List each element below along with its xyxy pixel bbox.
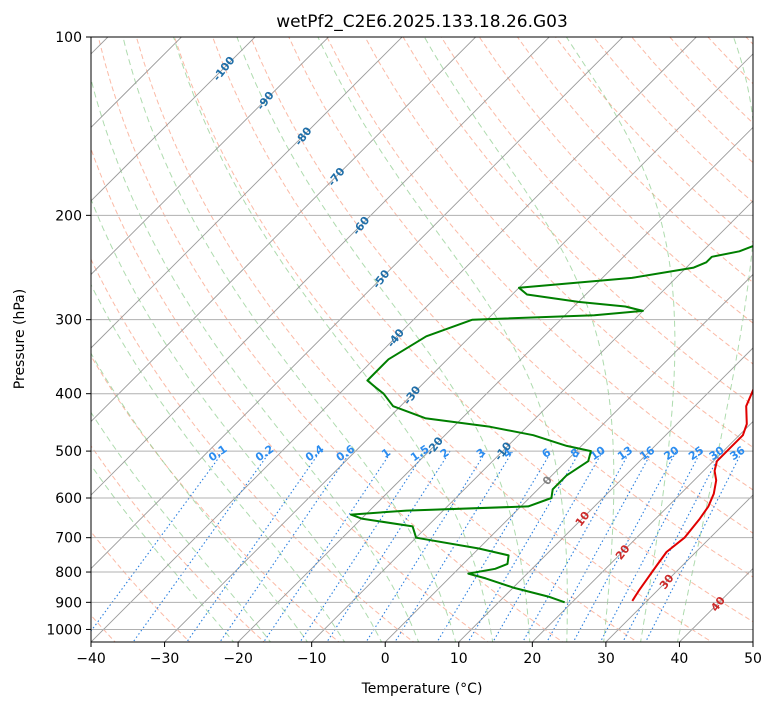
moist-adiabat [173, 37, 494, 642]
y-tick-label: 500 [55, 444, 82, 460]
isotherm [91, 37, 477, 423]
mixing-ratio-line [132, 450, 271, 642]
isotherm [605, 494, 753, 642]
mixing-ratio-label: 13 [615, 444, 635, 463]
isotherm [91, 37, 624, 570]
dry-adiabat [91, 258, 415, 642]
x-tick-label: 20 [523, 651, 541, 667]
y-tick-label: 300 [55, 313, 82, 329]
mixing-ratio-line [546, 450, 653, 642]
dry-adiabat [364, 37, 753, 448]
mixing-ratio-line [622, 450, 722, 642]
x-tick-label: −30 [150, 651, 180, 667]
moist-adiabat [91, 352, 309, 642]
y-tick-label: 1000 [46, 622, 82, 638]
isotherm [0, 10, 61, 654]
mixing-ratio-line [326, 450, 451, 642]
dry-adiabat [516, 37, 753, 284]
moist-adiabat [236, 37, 531, 642]
y-axis: 100 200 300 400 500 600 700 800 900 1000 [46, 30, 91, 638]
dry-adiabat [402, 37, 753, 406]
mixing-ratio-line [644, 450, 743, 642]
moist-adiabat [91, 464, 235, 642]
moist-adiabat [91, 411, 272, 642]
isotherm [91, 37, 550, 496]
isotherm [311, 200, 753, 642]
mixing-ratio-line [263, 450, 393, 642]
pressure-gridlines [91, 37, 753, 630]
x-tick-label: −40 [76, 651, 106, 667]
isotherm [531, 420, 753, 642]
mixing-ratio-line [492, 450, 604, 642]
isotherm [91, 37, 697, 642]
dry-adiabat [707, 37, 753, 85]
y-tick-label: 200 [55, 208, 82, 224]
dry-adiabat [91, 355, 340, 642]
temperature-profile [631, 387, 753, 602]
x-tick-label: 30 [597, 651, 615, 667]
dry-adiabat [288, 37, 753, 534]
isotherm [458, 347, 753, 642]
mixing-ratio-label: 1 [379, 446, 393, 461]
moist-adiabat [91, 283, 346, 642]
x-tick-label: 50 [744, 651, 762, 667]
isotherm [91, 37, 256, 202]
mixing-ratio-line [572, 450, 677, 642]
moist-adiabat [91, 77, 420, 642]
mixing-ratio-label: 0.6 [334, 442, 358, 464]
chart-title: wetPf2_C2E6.2025.133.18.26.G03 [276, 12, 568, 32]
reference-lines [0, 10, 753, 654]
y-tick-label: 900 [55, 595, 82, 611]
mixing-ratio-line [219, 450, 352, 642]
x-tick-label: 10 [450, 651, 468, 667]
mixing-ratio-label: 6 [540, 446, 554, 461]
plot-frame [90, 36, 754, 643]
dewpoint-profile [349, 245, 753, 604]
dry-adiabat [326, 37, 753, 491]
dry-adiabat [97, 37, 564, 642]
mixing-ratio-line [436, 450, 553, 642]
mixing-ratio-line [467, 450, 581, 642]
dry-adiabat [745, 37, 753, 45]
x-axis: −40 −30 −20 −10 0 10 20 30 40 50 [76, 642, 762, 667]
x-axis-label: Temperature (°C) [361, 681, 483, 697]
y-tick-label: 700 [55, 531, 82, 547]
mixing-ratio-label: 0.1 [206, 442, 229, 464]
isotherm [237, 126, 753, 642]
mixing-ratio-line [299, 450, 426, 642]
y-tick-label: 100 [55, 30, 82, 46]
isotherm [384, 273, 753, 642]
isotherm [91, 37, 403, 349]
isotherm [91, 37, 330, 276]
dry-adiabat [91, 445, 265, 642]
y-axis-label: Pressure (hPa) [12, 289, 28, 389]
dry-adiabat [91, 147, 489, 642]
dry-adiabat [631, 37, 753, 164]
isotherm [752, 641, 753, 642]
moist-adiabat [317, 37, 568, 642]
mixing-ratio-label: 0.2 [253, 442, 276, 464]
mixing-ratio-label: 25 [686, 444, 706, 463]
profiles [349, 245, 753, 604]
isotherm [678, 567, 753, 642]
moist-adiabat [122, 37, 457, 642]
x-tick-label: 0 [381, 651, 390, 667]
isotherm [163, 53, 753, 642]
dry-adiabat [440, 37, 753, 365]
moist-adiabat [91, 198, 383, 642]
y-tick-label: 400 [55, 387, 82, 403]
x-tick-label: −20 [223, 651, 253, 667]
y-tick-label: 600 [55, 491, 82, 507]
mixing-ratio-line [186, 450, 321, 642]
x-tick-label: 40 [671, 651, 689, 667]
mixing-ratio-label: 20 [661, 443, 681, 463]
x-tick-label: −10 [297, 651, 327, 667]
isotherm [91, 37, 183, 129]
mixing-ratio-line [522, 450, 631, 642]
mixing-ratio-line [91, 450, 225, 632]
mixing-ratio-label: 0.4 [303, 442, 327, 464]
y-tick-label: 800 [55, 565, 82, 581]
dry-adiabat [174, 37, 713, 642]
